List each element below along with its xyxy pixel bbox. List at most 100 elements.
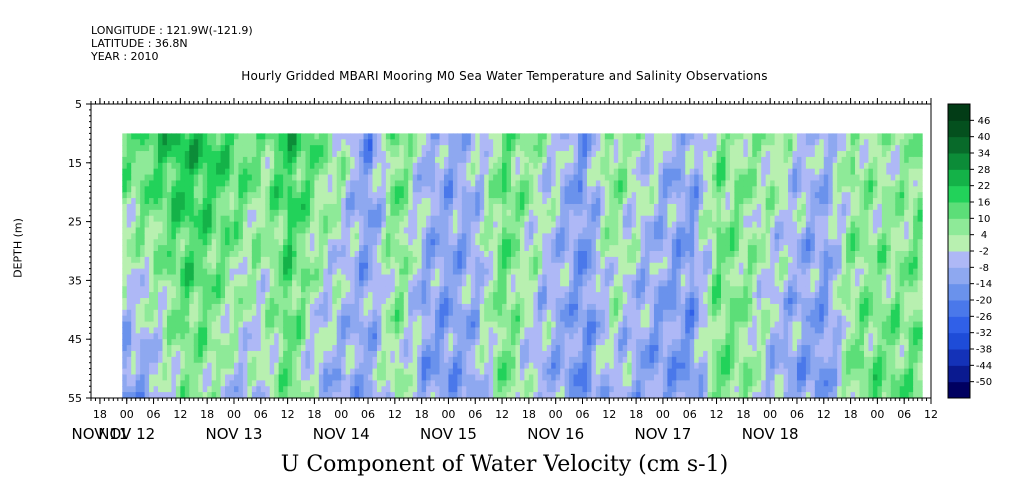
heatmap-cell (493, 274, 499, 281)
heatmap-cell (242, 239, 248, 246)
heatmap-cell (484, 298, 490, 305)
heatmap-cell (426, 192, 432, 199)
heatmap-cell (318, 292, 324, 299)
heatmap-cell (184, 321, 190, 329)
heatmap-cell (506, 327, 512, 334)
heatmap-cell (457, 215, 463, 223)
heatmap-cell (408, 386, 414, 393)
heatmap-cell (381, 292, 387, 299)
heatmap-cell (287, 350, 293, 358)
heatmap-cell (461, 309, 467, 317)
heatmap-cell (171, 168, 177, 176)
heatmap-cell (314, 151, 320, 158)
heatmap-cell (251, 333, 257, 340)
heatmap-cell (368, 268, 374, 276)
heatmap-cell (301, 209, 307, 217)
heatmap-cell (519, 192, 526, 199)
heatmap-cell (211, 374, 217, 381)
heatmap-cell (336, 292, 342, 299)
heatmap-cell (229, 139, 235, 146)
heatmap-cell (305, 303, 311, 311)
heatmap-cell (251, 374, 257, 381)
heatmap-cell (515, 292, 521, 299)
heatmap-cell (274, 315, 280, 323)
heatmap-cell (497, 245, 503, 252)
heatmap-cell (542, 168, 548, 176)
heatmap-cell (613, 168, 619, 176)
heatmap-cell (126, 198, 132, 205)
heatmap-cell (153, 209, 159, 217)
heatmap-cell (488, 298, 494, 305)
heatmap-cell (140, 192, 146, 199)
heatmap-cell (350, 162, 356, 170)
heatmap-cell (153, 162, 159, 170)
heatmap-cell (296, 374, 302, 381)
heatmap-cell (528, 256, 534, 264)
heatmap-cell (327, 186, 333, 193)
heatmap-cell (578, 233, 584, 240)
heatmap-cell (332, 298, 338, 305)
heatmap-cell (314, 380, 320, 387)
heatmap-cell (600, 221, 606, 229)
heatmap-cell (417, 245, 423, 252)
heatmap-cell (493, 186, 499, 193)
heatmap-cell (569, 251, 575, 258)
heatmap-cell (350, 292, 356, 299)
heatmap-cell (149, 233, 155, 240)
heatmap-cell (564, 327, 570, 334)
heatmap-cell (555, 374, 561, 381)
heatmap-cell (595, 309, 601, 317)
heatmap-cell (318, 139, 324, 146)
heatmap-cell (385, 292, 391, 299)
heatmap-cell (578, 374, 584, 381)
heatmap-cell (247, 239, 253, 246)
heatmap-cell (551, 133, 557, 140)
heatmap-cell (318, 221, 324, 229)
heatmap-cell (318, 209, 324, 217)
heatmap-cell (524, 333, 530, 340)
heatmap-cell (184, 303, 190, 311)
heatmap-cell (506, 198, 512, 205)
heatmap-cell (269, 139, 275, 146)
heatmap-cell (323, 386, 329, 393)
heatmap-cell (537, 356, 543, 364)
heatmap-cell (430, 192, 436, 199)
heatmap-cell (318, 333, 324, 340)
heatmap-cell (479, 292, 485, 299)
heatmap-cell (439, 339, 445, 346)
heatmap-cell (269, 309, 275, 317)
heatmap-cell (247, 303, 253, 311)
heatmap-cell (140, 139, 146, 146)
heatmap-cell (408, 298, 414, 305)
heatmap-cell (408, 274, 414, 281)
heatmap-cell (515, 350, 521, 358)
heatmap-cell (292, 221, 298, 229)
heatmap-cell (439, 256, 445, 264)
heatmap-cell (524, 309, 530, 317)
heatmap-cell (153, 156, 159, 164)
heatmap-cell (287, 203, 293, 211)
heatmap-cell (242, 156, 248, 164)
heatmap-cell (435, 186, 441, 193)
heatmap-cell (435, 268, 441, 276)
heatmap-cell (144, 392, 150, 399)
heatmap-cell (327, 145, 333, 152)
heatmap-cell (497, 315, 503, 323)
heatmap-cell (122, 192, 128, 199)
heatmap-cell (278, 233, 284, 240)
heatmap-cell (421, 321, 427, 329)
heatmap-cell (140, 245, 146, 252)
heatmap-cell (301, 392, 307, 399)
heatmap-cell (265, 274, 271, 281)
heatmap-cell (524, 298, 530, 305)
heatmap-cell (533, 256, 539, 264)
heatmap-cell (578, 303, 584, 311)
heatmap-cell (515, 221, 521, 229)
heatmap-cell (443, 215, 450, 223)
heatmap-cell (220, 268, 226, 276)
heatmap-cell (502, 345, 508, 352)
heatmap-cell (211, 239, 217, 246)
heatmap-cell (287, 145, 293, 152)
heatmap-cell (149, 245, 155, 252)
heatmap-cell (256, 298, 262, 305)
